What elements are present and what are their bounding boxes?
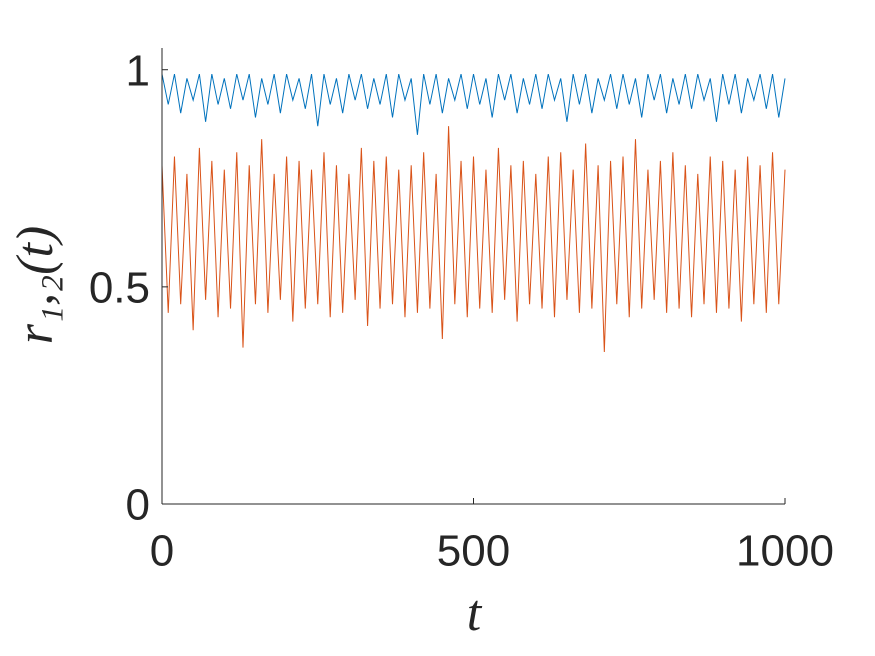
y-tick-label: 1 (126, 46, 150, 95)
x-axis-label: t (467, 585, 483, 642)
data-line (161, 126, 786, 353)
x-tick-label: 1000 (736, 527, 834, 576)
x-tick-label: 0 (150, 527, 174, 576)
y-tick-label: 0.5 (89, 263, 150, 312)
y-tick-label: 0 (126, 481, 150, 530)
data-line (161, 73, 786, 135)
x-tick-label: 500 (437, 527, 510, 576)
y-axis-label: r₁,₂(t) (7, 226, 64, 344)
